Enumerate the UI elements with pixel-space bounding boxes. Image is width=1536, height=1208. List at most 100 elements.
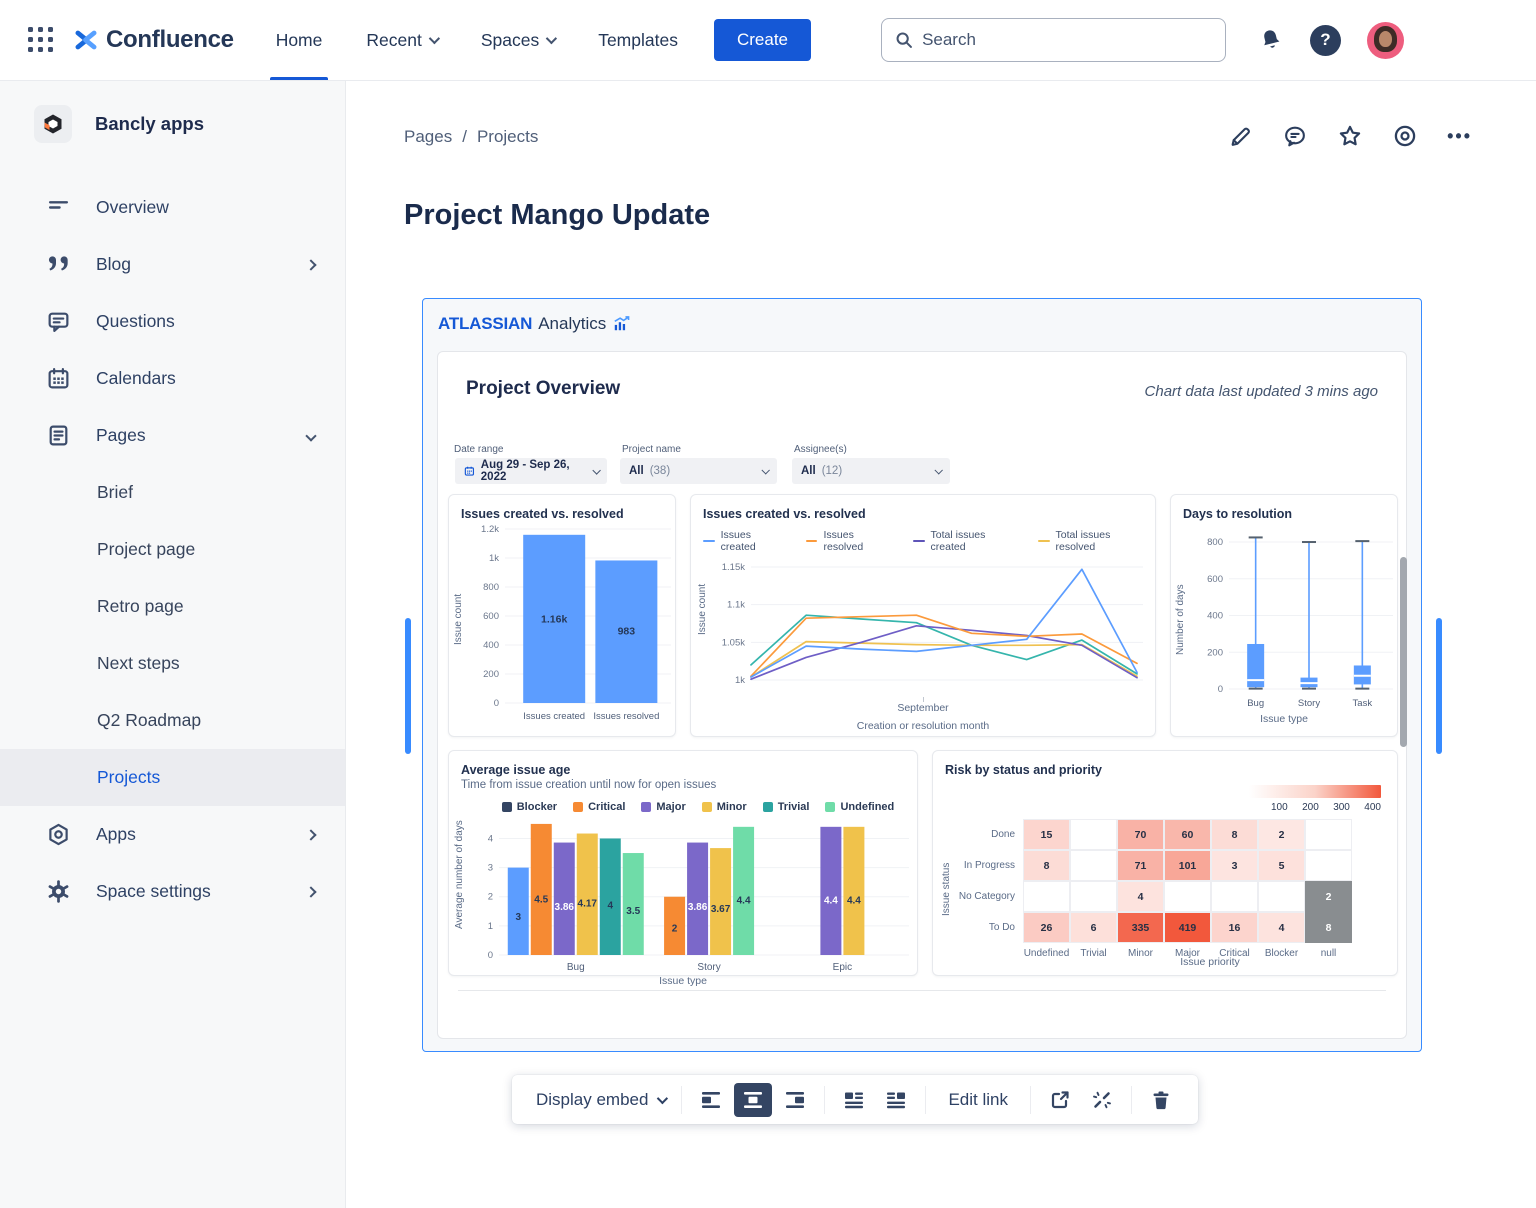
open-in-new-icon <box>1051 1090 1069 1108</box>
heatmap-cell <box>1070 881 1117 912</box>
display-embed-dropdown[interactable]: Display embed <box>530 1090 671 1110</box>
svg-text:Bug: Bug <box>1247 698 1264 709</box>
search-input[interactable] <box>922 30 1213 50</box>
svg-text:4.17: 4.17 <box>578 898 598 909</box>
align-right-button[interactable] <box>776 1083 814 1117</box>
user-avatar[interactable] <box>1367 21 1404 59</box>
sidebar-item-apps[interactable]: Apps <box>0 806 345 863</box>
wrap-left-icon <box>845 1092 864 1108</box>
heatmap-cell <box>1164 881 1211 912</box>
delete-button[interactable] <box>1142 1083 1180 1117</box>
embed-resize-handle-left[interactable] <box>405 618 411 754</box>
sidebar-subitem-q2-roadmap[interactable]: Q2 Roadmap <box>97 710 202 730</box>
svg-text:1k: 1k <box>489 553 499 564</box>
sidebar-item-blog[interactable]: Blog <box>0 236 345 293</box>
heatmap-column-label: Blocker <box>1264 948 1299 959</box>
heatmap-cell: 5 <box>1258 850 1305 881</box>
analytics-embed[interactable]: ATLASSIAN Analytics Project Overview Cha… <box>405 298 1442 1052</box>
sidebar-subitem-brief[interactable]: Brief <box>97 482 133 502</box>
confluence-mark-icon <box>75 30 97 50</box>
breadcrumb-projects[interactable]: Projects <box>476 127 539 146</box>
svg-text:Task: Task <box>1353 698 1373 709</box>
edit-link-button[interactable]: Edit link <box>948 1089 1008 1109</box>
calendar-icon <box>464 466 475 476</box>
brand-name: Confluence <box>106 26 234 53</box>
nav-home[interactable]: Home <box>269 0 329 80</box>
heatmap-cell <box>1258 881 1305 912</box>
watch-eye-icon[interactable] <box>1392 123 1418 149</box>
heatmap-cell: 101 <box>1164 850 1211 881</box>
date-range-dropdown[interactable]: Aug 29 - Sep 26, 2022 <box>455 458 607 484</box>
unlink-button[interactable] <box>1083 1083 1121 1117</box>
sidebar-item-questions[interactable]: Questions <box>0 293 345 350</box>
sidebar-item-pages[interactable]: Pages <box>0 407 345 464</box>
embed-scrollbar[interactable] <box>1400 557 1407 747</box>
open-in-new-button[interactable] <box>1041 1083 1079 1117</box>
heatmap-cell: 4 <box>1258 912 1305 943</box>
heatmap-cell: 2 <box>1258 819 1305 850</box>
notifications-bell-icon[interactable] <box>1255 24 1287 56</box>
page-title: Project Mango Update <box>404 199 711 231</box>
box-plot-canvas: 0 200 400 600 800 Bug Story Task <box>1207 536 1393 709</box>
align-left-button[interactable] <box>692 1083 730 1117</box>
star-icon[interactable] <box>1337 123 1363 149</box>
heatmap-column-label: Major <box>1174 948 1200 959</box>
question-bubble-icon <box>48 312 69 332</box>
svg-text:3.67: 3.67 <box>711 904 731 915</box>
sidebar-item-space-settings[interactable]: Space settings <box>0 863 345 920</box>
comment-icon[interactable] <box>1282 124 1308 149</box>
sidebar-subitem-next-steps[interactable]: Next steps <box>97 653 180 673</box>
heatmap-cell: 2 <box>1305 881 1352 912</box>
more-actions-icon[interactable]: ••• <box>1447 125 1472 146</box>
heatmap-cell <box>1070 819 1117 850</box>
sidebar-subitem-project-page[interactable]: Project page <box>97 539 196 559</box>
wrap-left-button[interactable] <box>835 1083 873 1117</box>
sidebar-item-calendars[interactable]: Calendars <box>0 350 345 407</box>
wrap-right-button[interactable] <box>877 1083 915 1117</box>
edit-pencil-icon[interactable] <box>1228 124 1253 149</box>
confluence-logo[interactable]: Confluence <box>72 26 234 54</box>
heatmap-row: In Progress 8 71 101 3 5 <box>947 850 1352 881</box>
dashboard-divider <box>458 990 1386 991</box>
heatmap-cell: 3 <box>1211 850 1258 881</box>
svg-text:4: 4 <box>488 833 493 844</box>
heatmap-column-label: Minor <box>1127 948 1153 959</box>
assignees-dropdown[interactable]: All (12) <box>792 458 950 484</box>
sidebar-item-overview[interactable]: Overview <box>0 179 345 236</box>
heatmap-cell: 419 <box>1164 912 1211 943</box>
svg-text:1k: 1k <box>735 675 745 686</box>
create-button[interactable]: Create <box>713 19 811 61</box>
legend-item: Total issues resolved <box>1037 529 1143 553</box>
chart-issues-created-vs-resolved-bar: Issues created vs. resolved Issue count … <box>448 494 676 737</box>
app-switcher-icon[interactable] <box>28 27 54 53</box>
search-box[interactable] <box>881 18 1226 62</box>
project-name-dropdown[interactable]: All (38) <box>620 458 777 484</box>
dashboard-card: Project Overview Chart data last updated… <box>437 351 1407 1039</box>
top-navigation: Confluence Home Recent Spaces Templates … <box>0 0 1536 81</box>
svg-text:400: 400 <box>483 640 499 651</box>
blog-quote-icon <box>48 256 68 271</box>
align-center-button[interactable] <box>734 1082 773 1117</box>
nav-recent[interactable]: Recent <box>366 0 440 80</box>
embed-resize-handle-right[interactable] <box>1436 618 1442 754</box>
space-header[interactable]: Bancly apps <box>0 105 345 143</box>
nav-spaces[interactable]: Spaces <box>481 0 558 80</box>
sidebar-subitem-retro-page[interactable]: Retro page <box>97 596 184 616</box>
svg-text:0: 0 <box>488 950 493 961</box>
chart-issues-created-vs-resolved-line: Issues created vs. resolved Issues creat… <box>690 494 1156 737</box>
svg-text:3: 3 <box>515 912 521 923</box>
heatmap-row: Done 15 70 60 8 2 <box>947 819 1352 850</box>
help-icon[interactable]: ? <box>1310 24 1341 56</box>
chevron-right-icon <box>305 828 317 841</box>
heatmap-cell: 15 <box>1023 819 1070 850</box>
breadcrumb-pages[interactable]: Pages <box>404 127 453 146</box>
svg-text:Bug: Bug <box>567 962 585 973</box>
heatmap-gradient-legend: 100 200 300 400 <box>1249 785 1381 813</box>
nav-templates[interactable]: Templates <box>598 29 678 50</box>
apps-hexagon-icon <box>49 823 68 846</box>
heatmap-cell <box>1305 819 1352 850</box>
svg-text:1.16k: 1.16k <box>541 613 567 625</box>
sidebar-subitem-projects[interactable]: Projects <box>0 749 345 806</box>
overview-lines-icon <box>48 201 69 209</box>
